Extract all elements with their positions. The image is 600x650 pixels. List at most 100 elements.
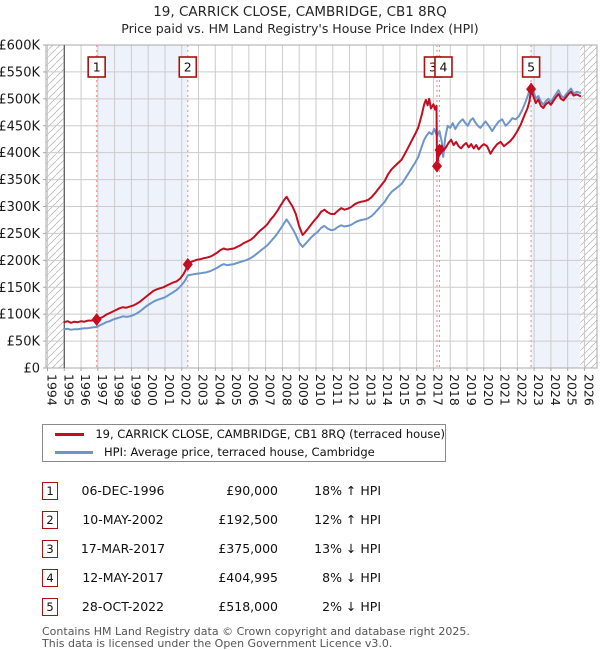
svg-text:3: 3 bbox=[429, 60, 437, 75]
x-axis-tick-label: 2014 bbox=[380, 374, 395, 406]
table-row: 4 12-MAY-2017 £404,995 8% ↓ HPI bbox=[42, 563, 462, 592]
sale-price: £404,995 bbox=[218, 570, 278, 585]
x-axis-tick-label: 2016 bbox=[414, 374, 429, 406]
svg-text:4: 4 bbox=[440, 60, 448, 75]
x-axis-tick-label: 1999 bbox=[128, 374, 143, 406]
sale-number-badge: 2 bbox=[42, 510, 58, 529]
page-title: 19, CARRICK CLOSE, CAMBRIDGE, CB1 8RQ bbox=[153, 4, 447, 20]
x-axis-tick-label: 2008 bbox=[279, 374, 294, 406]
sale-date: 28-OCT-2022 bbox=[81, 599, 165, 614]
sale-marker-diamond bbox=[434, 143, 445, 157]
sale-price: £518,000 bbox=[218, 599, 278, 614]
y-axis-tick-label: £600K bbox=[0, 39, 40, 54]
legend-entry-hpi: HPI: Average price, terraced house, Camb… bbox=[55, 445, 445, 460]
y-axis-tick-label: £350K bbox=[0, 173, 40, 188]
x-axis-tick-label: 2023 bbox=[531, 374, 546, 406]
red-line-swatch bbox=[55, 432, 85, 436]
chart-legend: 19, CARRICK CLOSE, CAMBRIDGE, CB1 8RQ (t… bbox=[42, 424, 446, 462]
y-axis-tick-label: £550K bbox=[0, 65, 40, 80]
x-axis-tick-label: 2019 bbox=[464, 374, 479, 406]
y-axis-tick-label: £0 bbox=[23, 362, 40, 377]
x-axis-tick-label: 2018 bbox=[447, 374, 462, 406]
sale-hpi-delta: 8% ↓ HPI bbox=[322, 570, 381, 585]
x-axis-tick-label: 2004 bbox=[212, 374, 227, 406]
x-axis-tick-label: 2021 bbox=[498, 374, 513, 406]
x-axis-tick-label: 2015 bbox=[397, 374, 412, 406]
y-axis-tick-label: £200K bbox=[0, 254, 40, 269]
sale-date: 17-MAR-2017 bbox=[80, 541, 166, 556]
x-axis-tick-label: 2010 bbox=[313, 374, 328, 406]
y-axis-tick-label: £250K bbox=[0, 227, 40, 242]
sale-number-badge: 4 bbox=[42, 568, 58, 587]
sale-marker-diamond bbox=[182, 257, 193, 271]
license-footer: Contains HM Land Registry data © Crown c… bbox=[42, 626, 598, 649]
x-axis-tick-label: 2005 bbox=[229, 374, 244, 406]
legend-entry-property: 19, CARRICK CLOSE, CAMBRIDGE, CB1 8RQ (t… bbox=[55, 427, 445, 442]
svg-text:5: 5 bbox=[527, 60, 535, 75]
sale-hpi-delta: 2% ↓ HPI bbox=[322, 599, 381, 614]
y-axis-tick-label: £150K bbox=[0, 281, 40, 296]
x-axis-tick-label: 2012 bbox=[347, 374, 362, 406]
x-axis-tick-label: 2002 bbox=[179, 374, 194, 406]
sale-price: £375,000 bbox=[218, 541, 278, 556]
y-axis-tick-label: £300K bbox=[0, 200, 40, 215]
hpi-line bbox=[63, 82, 582, 331]
table-row: 5 28-OCT-2022 £518,000 2% ↓ HPI bbox=[42, 592, 462, 621]
x-axis-tick-label: 1998 bbox=[112, 374, 127, 406]
property-price-line bbox=[63, 88, 582, 324]
sale-hpi-delta: 13% ↓ HPI bbox=[314, 541, 381, 556]
y-axis-tick-label: £450K bbox=[0, 119, 40, 134]
table-row: 1 06-DEC-1996 £90,000 18% ↑ HPI bbox=[42, 476, 462, 505]
x-axis-tick-label: 2006 bbox=[246, 374, 261, 406]
svg-text:2: 2 bbox=[184, 60, 192, 75]
x-axis-tick-label: 2001 bbox=[162, 374, 177, 406]
sale-number-badge: 5 bbox=[42, 597, 58, 616]
sale-marker-diamond bbox=[526, 82, 537, 96]
svg-text:1: 1 bbox=[93, 60, 101, 75]
legend-label-property: 19, CARRICK CLOSE, CAMBRIDGE, CB1 8RQ (t… bbox=[95, 427, 445, 441]
x-axis-tick-label: 2013 bbox=[363, 374, 378, 406]
sale-number-marker: 1 bbox=[87, 56, 106, 78]
table-row: 3 17-MAR-2017 £375,000 13% ↓ HPI bbox=[42, 534, 462, 563]
page-subtitle: Price paid vs. HM Land Registry's House … bbox=[121, 21, 479, 36]
sale-date: 12-MAY-2017 bbox=[82, 570, 164, 585]
sale-number-marker: 4 bbox=[434, 56, 453, 78]
x-axis-tick-label: 2026 bbox=[581, 374, 596, 406]
footer-line-2: This data is licensed under the Open Gov… bbox=[42, 636, 393, 650]
sale-price: £192,500 bbox=[218, 512, 278, 527]
x-axis-tick-label: 2017 bbox=[430, 374, 445, 406]
x-axis-tick-label: 1995 bbox=[61, 374, 76, 406]
x-axis-tick-label: 2003 bbox=[196, 374, 211, 406]
y-axis-tick-label: £50K bbox=[7, 335, 41, 350]
x-axis-tick-label: 2025 bbox=[565, 374, 580, 406]
sale-number-marker: 5 bbox=[521, 56, 541, 78]
sales-table: 1 06-DEC-1996 £90,000 18% ↑ HPI 2 10-MAY… bbox=[42, 476, 462, 621]
y-axis-tick-label: £400K bbox=[0, 146, 40, 161]
x-axis-tick-label: 2011 bbox=[330, 374, 345, 406]
sale-hpi-delta: 18% ↑ HPI bbox=[314, 483, 381, 498]
sale-price: £90,000 bbox=[226, 483, 278, 498]
table-row: 2 10-MAY-2002 £192,500 12% ↑ HPI bbox=[42, 505, 462, 534]
footer-line-1: Contains HM Land Registry data © Crown c… bbox=[42, 625, 470, 638]
y-axis-tick-label: £100K bbox=[0, 308, 40, 323]
sale-date: 10-MAY-2002 bbox=[82, 512, 164, 527]
x-axis-tick-label: 2007 bbox=[263, 374, 278, 406]
x-axis-tick-label: 2020 bbox=[481, 374, 496, 406]
sale-hpi-delta: 12% ↑ HPI bbox=[314, 512, 381, 527]
x-axis-tick-label: 1996 bbox=[78, 374, 93, 406]
sale-number-badge: 3 bbox=[42, 539, 58, 558]
x-axis-tick-label: 1994 bbox=[45, 374, 60, 406]
x-axis-tick-label: 1997 bbox=[95, 374, 110, 406]
x-axis-tick-label: 2024 bbox=[548, 374, 563, 406]
sale-marker-diamond bbox=[91, 313, 102, 327]
price-history-chart: 1 2 3 4 5 £0 £50K £100K £150K £200K £250K £300K £350… bbox=[0, 39, 598, 406]
sale-number-marker: 2 bbox=[178, 56, 198, 78]
blue-line-swatch bbox=[55, 450, 93, 454]
sale-marker-diamond bbox=[431, 159, 442, 173]
sale-number-badge: 1 bbox=[42, 481, 58, 500]
y-axis-tick-label: £500K bbox=[0, 92, 40, 107]
axis-ticks bbox=[43, 44, 585, 371]
x-axis-tick-label: 2009 bbox=[296, 374, 311, 406]
sale-date: 06-DEC-1996 bbox=[81, 483, 165, 498]
